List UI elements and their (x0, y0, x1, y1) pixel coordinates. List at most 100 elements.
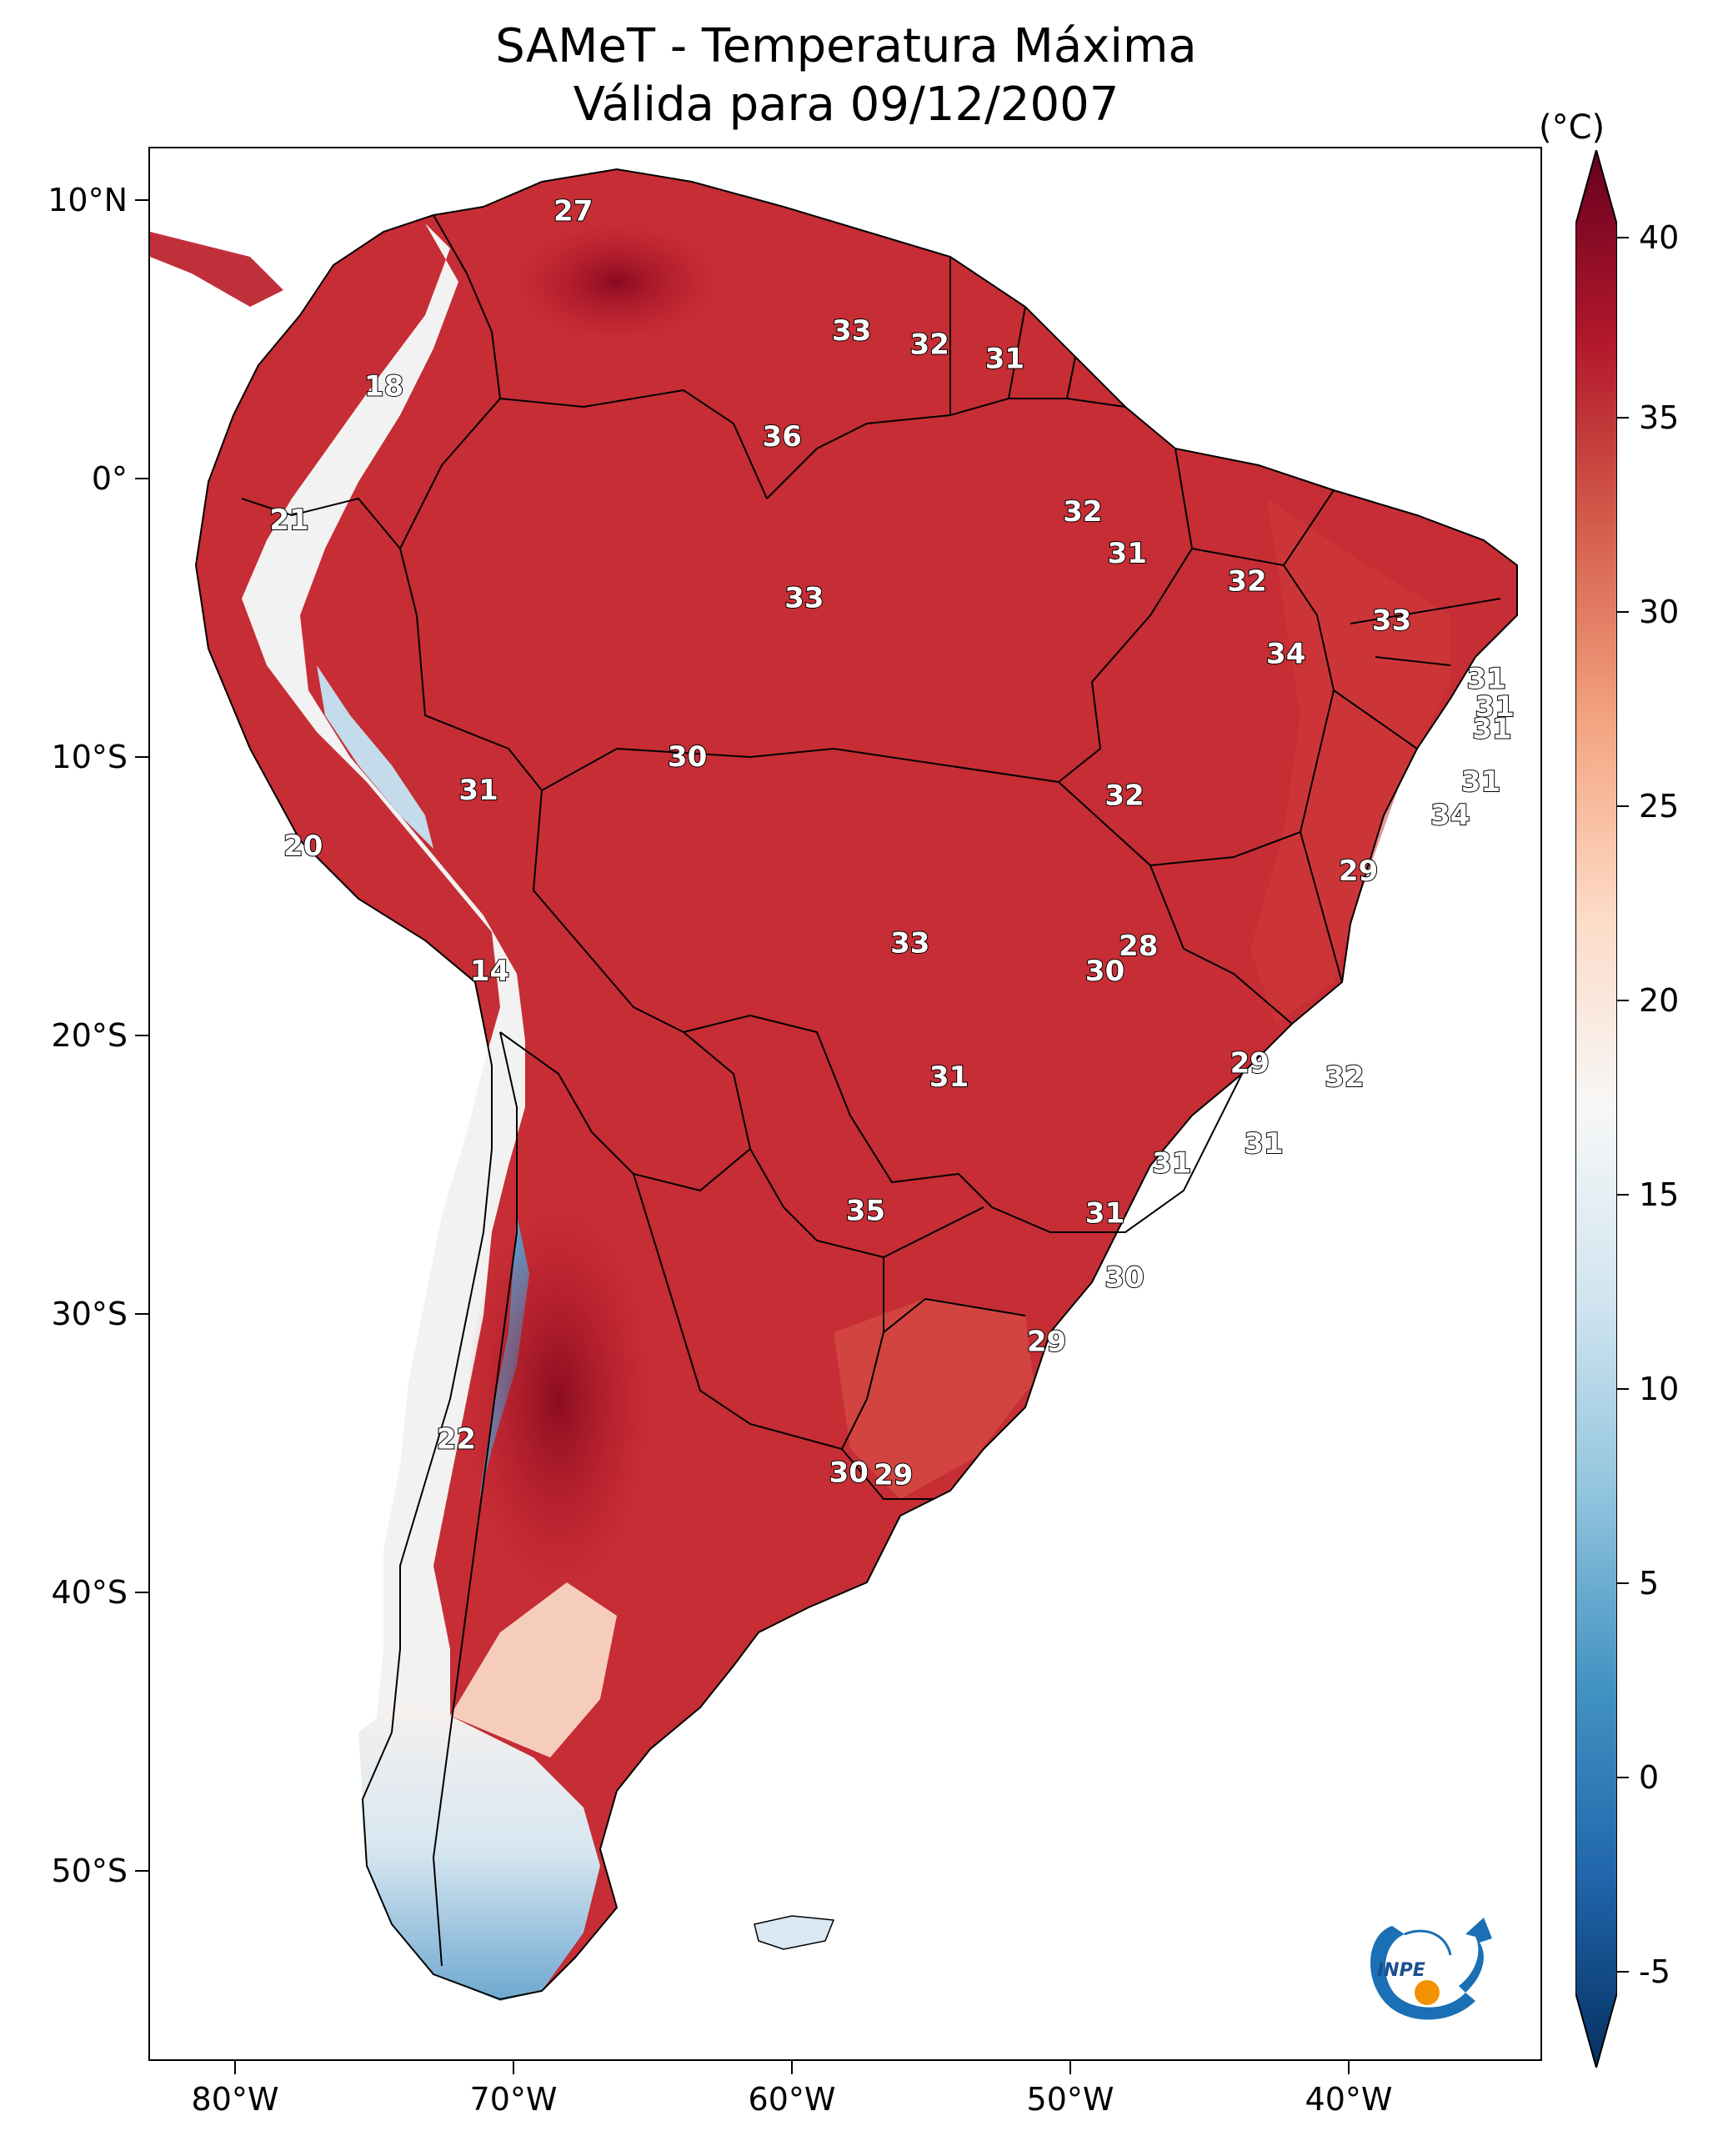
hot-core-argentina (467, 1207, 650, 1591)
colorbar-tickmark (1617, 805, 1629, 807)
station-label: 28 (1119, 930, 1158, 963)
y-tick-label: 30°S (51, 1296, 128, 1332)
station-label: 31 (929, 1060, 969, 1094)
patagonia-cool (358, 1699, 600, 2001)
y-tick-label: 10°S (51, 739, 128, 775)
colorbar-tick-label: 10 (1639, 1371, 1680, 1407)
station-label: 33 (832, 314, 871, 348)
y-tickmark (135, 1870, 148, 1872)
station-label: 32 (1063, 495, 1102, 529)
station-label: 32 (1325, 1060, 1364, 1094)
map-frame: 27 33 32 31 18 36 21 32 31 32 33 33 34 31 31 31 30 31 31 32… (148, 147, 1542, 2061)
map-title: SAMeT - Temperatura Máxima (495, 19, 1197, 73)
station-label: 31 (1475, 690, 1515, 724)
station-label: 31 (458, 774, 498, 807)
station-label: 33 (890, 927, 929, 960)
colorbar-tickmark (1617, 237, 1629, 238)
station-label: 29 (1027, 1325, 1066, 1358)
station-label: 31 (1108, 537, 1147, 570)
station-label: 22 (437, 1422, 476, 1456)
x-tickmark (513, 2061, 514, 2074)
station-label: 36 (763, 420, 802, 454)
station-label: 35 (846, 1194, 885, 1227)
station-label: 18 (364, 370, 403, 404)
colorbar-tickmark (1617, 1388, 1629, 1390)
colorbar-tick-label: 15 (1639, 1176, 1680, 1213)
station-label: 30 (829, 1456, 869, 1489)
colorbar-tick-label: 20 (1639, 982, 1680, 1019)
colorbar-tick-label: 30 (1639, 594, 1680, 630)
y-tickmark (135, 199, 148, 201)
station-label: 27 (553, 194, 593, 228)
station-label: 31 (985, 342, 1024, 375)
east-coast-shade (1250, 499, 1450, 1024)
colorbar-tickmark (1617, 1194, 1629, 1196)
hot-core-north (517, 223, 717, 340)
station-label: 33 (1372, 604, 1411, 637)
station-label: 29 (1339, 855, 1378, 888)
x-tick-label: 70°W (469, 2081, 558, 2118)
x-tickmark (234, 2061, 236, 2074)
colorbar-tick-label: 40 (1639, 219, 1680, 256)
station-label: 31 (1152, 1147, 1191, 1181)
station-label: 34 (1266, 637, 1305, 670)
x-tick-label: 60°W (748, 2081, 836, 2118)
station-label: 29 (1230, 1046, 1270, 1080)
station-label: 20 (283, 830, 323, 863)
colorbar-tickmark (1617, 417, 1629, 419)
station-label: 34 (1430, 799, 1470, 832)
y-tick-label: 50°S (51, 1853, 128, 1889)
station-label: 21 (269, 504, 308, 537)
station-label: 32 (910, 328, 949, 362)
map-subtitle: Válida para 09/12/2007 (573, 78, 1119, 132)
andes-blue-central (317, 665, 433, 849)
colorbar-tick-label: 35 (1639, 399, 1680, 436)
colorbar (1575, 150, 1617, 2068)
x-tickmark (1348, 2061, 1350, 2074)
colorbar-unit: (°C) (1539, 108, 1605, 147)
patagonia-transition (450, 1582, 617, 1757)
station-label: 32 (1227, 565, 1266, 599)
station-label: 33 (784, 582, 824, 615)
y-tick-label: 20°S (51, 1017, 128, 1054)
station-label: 30 (1104, 1261, 1144, 1295)
colorbar-tickmark (1617, 1971, 1629, 1973)
station-label: 32 (1104, 780, 1144, 813)
y-tick-label: 0° (91, 460, 128, 497)
station-label: 29 (874, 1459, 913, 1492)
colorbar-tick-label: 5 (1639, 1565, 1660, 1602)
y-tick-label: 10°N (48, 182, 128, 218)
colorbar-tick-label: -5 (1639, 1953, 1670, 1990)
colorbar-tickmark (1617, 1000, 1629, 1001)
x-tickmark (1069, 2061, 1071, 2074)
x-tickmark (791, 2061, 793, 2074)
station-label: 31 (1461, 765, 1500, 799)
central-america-strip (150, 232, 283, 307)
south-shade (834, 1299, 1034, 1499)
andes-cool-band (242, 223, 525, 1999)
station-label: 30 (1085, 955, 1124, 988)
country-borders (194, 168, 1518, 2001)
y-tick-label: 40°S (51, 1574, 128, 1611)
inpe-logo: INPE (1370, 1918, 1492, 2020)
station-label: 31 (1244, 1127, 1283, 1161)
y-tickmark (135, 478, 148, 479)
station-label: 30 (668, 740, 707, 774)
y-tickmark (135, 1313, 148, 1315)
svg-text:INPE: INPE (1377, 1960, 1425, 1981)
y-tickmark (135, 756, 148, 758)
colorbar-tickmark (1617, 1582, 1629, 1584)
y-tickmark (135, 1035, 148, 1036)
colorbar-tickmark (1617, 611, 1629, 613)
station-label: 31 (1472, 713, 1511, 746)
x-tick-label: 80°W (191, 2081, 279, 2118)
y-tickmark (135, 1592, 148, 1593)
colorbar-tickmark (1617, 1777, 1629, 1778)
station-label: 31 (1467, 662, 1506, 695)
x-tick-label: 40°W (1305, 2081, 1393, 2118)
falklands (754, 1915, 835, 1950)
colorbar-tick-label: 0 (1639, 1759, 1660, 1796)
x-tick-label: 50°W (1026, 2081, 1114, 2118)
